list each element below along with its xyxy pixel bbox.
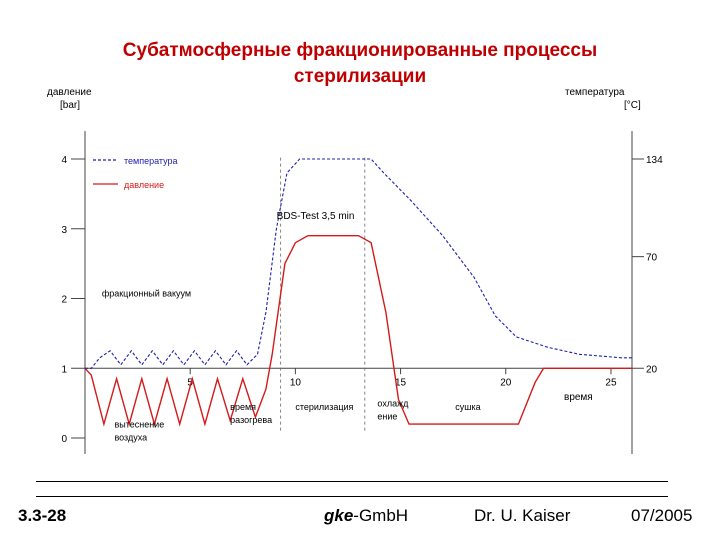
annotation-1-line-2: воздуха bbox=[114, 433, 147, 443]
series-temperature-line bbox=[85, 158, 632, 369]
left-tick-label-3: 3 bbox=[61, 225, 67, 236]
series-pressure-line bbox=[84, 235, 632, 427]
left-axis-label-line-1: давление bbox=[47, 87, 92, 98]
company-name-rest: -GmbH bbox=[353, 506, 409, 525]
legend-label-pressure: давление bbox=[124, 180, 164, 190]
annotation-2-line-2: разогрева bbox=[230, 415, 272, 425]
annotation-2-line-1: время bbox=[230, 402, 256, 412]
annotation-1-line-1: вытеснение bbox=[114, 420, 164, 430]
x-tick-label-15: 15 bbox=[395, 377, 407, 388]
x-tick-label-10: 10 bbox=[290, 377, 302, 388]
annotation-0-line-1: фракционный вакуум bbox=[102, 288, 191, 298]
left-tick-label-1: 1 bbox=[61, 364, 67, 375]
annotation-4-line-1: охлажд bbox=[377, 399, 409, 409]
chart-title: Субатмосферные фракционированные процесс… bbox=[100, 38, 620, 90]
footer-divider-bottom bbox=[36, 496, 668, 497]
marker-label-0: BDS-Test 3,5 min bbox=[277, 211, 355, 222]
title-line-2: стерилизации bbox=[293, 66, 427, 87]
sterilization-chart: 0 1 2 3 4 давление [bar] 20 70 134 температура [°C]… bbox=[47, 87, 663, 454]
x-tick-label-5: 5 bbox=[187, 377, 193, 388]
left-axis-label-line-2: [bar] bbox=[60, 100, 80, 111]
date: 07/2005 bbox=[631, 506, 693, 525]
left-tick-label-2: 2 bbox=[61, 295, 67, 306]
right-tick-label-134: 134 bbox=[646, 155, 663, 166]
x-axis-label: время bbox=[564, 392, 593, 403]
left-tick-label-4: 4 bbox=[61, 155, 67, 166]
series-group bbox=[84, 158, 632, 427]
company-name: gke-GmbH bbox=[324, 506, 408, 526]
slide-number: 3.3-28 bbox=[18, 506, 67, 525]
title-line-1: Субатмосферные фракционированные процесс… bbox=[122, 40, 598, 61]
x-tick-label-25: 25 bbox=[605, 377, 617, 388]
legend-label-temperature: температура bbox=[124, 156, 178, 166]
marker-lines bbox=[280, 157, 366, 432]
right-axis-label-line-2: [°C] bbox=[624, 100, 641, 111]
annotation-5-line-1: сушка bbox=[455, 402, 480, 412]
footer-divider-top bbox=[36, 481, 668, 482]
left-tick-label-0: 0 bbox=[61, 434, 67, 445]
author: Dr. U. Kaiser bbox=[474, 506, 571, 525]
axes-group: 0 1 2 3 4 давление [bar] 20 70 134 температура [°C]… bbox=[47, 87, 663, 454]
annotation-3-line-1: стерилизация bbox=[295, 402, 353, 412]
right-tick-label-70: 70 bbox=[646, 253, 658, 264]
labels-group: BDS-Test 3,5 min температура давление фракц… bbox=[93, 156, 481, 443]
annotation-4-line-2: ение bbox=[377, 412, 397, 422]
x-tick-label-20: 20 bbox=[500, 377, 512, 388]
right-tick-label-20: 20 bbox=[646, 364, 658, 375]
company-name-italic: gke bbox=[324, 506, 354, 525]
right-axis-label-line-1: температура bbox=[565, 87, 625, 98]
